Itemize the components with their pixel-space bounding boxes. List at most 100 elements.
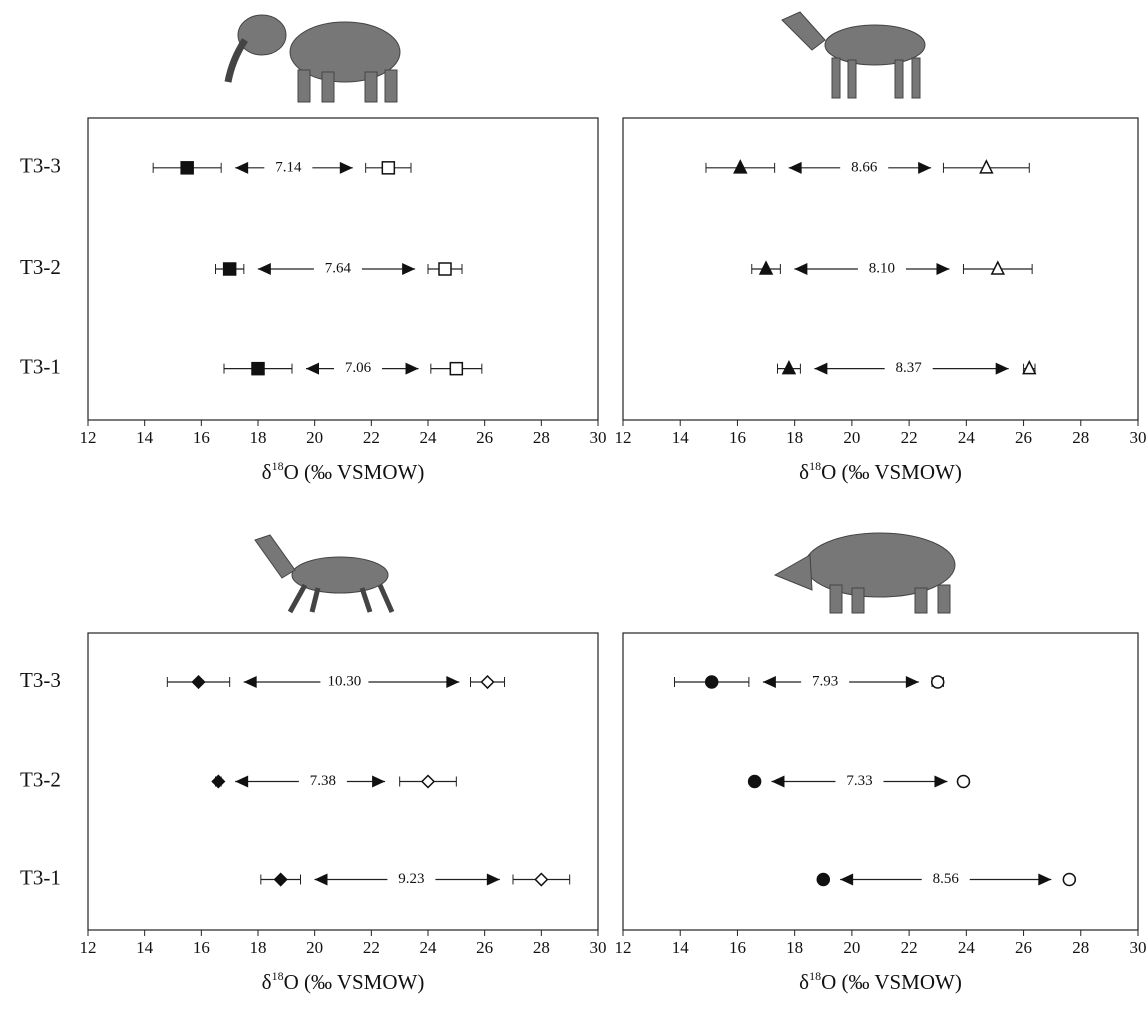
difference-label-bg [835,771,884,792]
marker [747,774,762,789]
plot-frame [622,117,1139,421]
difference-label-bg [387,869,436,890]
x-tick-label: 24 [420,938,438,957]
x-axis-label-suffix: O (‰ VSMOW) [821,460,962,484]
marker [381,161,396,175]
equid-illustration [781,11,926,99]
arrow-head [995,362,1009,375]
arrow-head [339,161,353,174]
marker [449,361,464,376]
cervid-illustration [254,534,395,614]
x-tick-label: 12 [615,938,632,957]
x-tick-label: 22 [363,938,380,957]
marker [704,675,719,689]
x-axis-label-prefix: δ [799,970,809,994]
marker [816,872,831,887]
arrow-head [306,362,319,375]
arrow-head [840,873,854,886]
difference-label: 9.23 [398,871,424,887]
difference-label: 7.64 [325,260,352,276]
marker [930,675,945,689]
x-tick-label: 16 [729,428,746,447]
x-axis-label: δ18O (‰ VSMOW) [262,969,425,994]
x-tick-label: 14 [672,938,690,957]
plot-frame [622,632,1139,931]
x-axis-label-prefix: δ [262,970,272,994]
proboscidean-illustration [224,14,401,103]
x-tick-label: 30 [590,938,607,957]
difference-label-bg [313,259,362,279]
arrow-head [235,775,249,788]
arrow-head [934,775,948,788]
x-tick-label: 30 [1130,938,1147,957]
difference-label: 7.06 [345,360,372,376]
x-tick-label: 12 [80,428,97,447]
x-tick-label: 20 [306,428,323,447]
x-tick-label: 22 [901,428,918,447]
x-axis-label-prefix: δ [799,460,809,484]
arrow-head [372,775,386,788]
x-tick-label: 14 [136,938,154,957]
x-axis-label-sup: 18 [809,969,821,983]
x-tick-label: 18 [786,428,803,447]
arrow-head [314,873,328,886]
difference-label: 8.10 [869,260,895,276]
arrow-head [257,263,271,275]
arrow-head [486,873,500,886]
x-axis-label: δ18O (‰ VSMOW) [262,459,425,484]
x-tick-label: 14 [136,428,154,447]
difference-label: 8.66 [851,159,878,175]
x-tick-label: 26 [1015,428,1032,447]
x-tick-label: 18 [786,938,803,957]
marker [979,159,994,174]
y-tick-label: T3-1 [20,354,61,378]
difference-label: 7.38 [310,773,336,789]
arrow-head [788,161,802,174]
x-tick-label: 14 [672,428,690,447]
animal-illustrations [224,11,956,614]
pecari-illustration [773,532,956,614]
marker [758,260,774,275]
marker [222,262,237,276]
arrow-head [243,676,257,689]
x-axis-label-prefix: δ [262,460,272,484]
marker [180,161,194,175]
marker [534,872,549,887]
x-tick-label: 28 [1072,938,1089,957]
x-axis-label: δ18O (‰ VSMOW) [799,969,962,994]
marker [781,359,797,375]
difference-label: 10.30 [328,673,362,689]
x-tick-label: 28 [533,938,550,957]
arrow-head [235,161,249,174]
difference-label-bg [264,157,313,178]
arrow-head [936,263,950,275]
difference-label-bg [921,869,970,890]
marker [273,872,288,887]
marker [438,262,452,276]
arrow-head [794,263,808,275]
x-tick-label: 22 [901,938,918,957]
x-axis-label-suffix: O (‰ VSMOW) [284,970,425,994]
x-axis-label-suffix: O (‰ VSMOW) [284,460,425,484]
arrow-head [918,161,932,174]
y-tick-label: T3-1 [20,865,61,889]
x-tick-label: 26 [476,428,493,447]
difference-label-bg [857,259,906,279]
x-tick-label: 30 [1130,428,1147,447]
x-tick-label: 30 [590,428,607,447]
marker [251,361,265,376]
difference-label-bg [334,358,383,379]
marker [956,774,971,789]
x-tick-label: 24 [420,428,438,447]
x-tick-label: 26 [476,938,493,957]
x-tick-label: 24 [958,428,976,447]
x-tick-label: 28 [1072,428,1089,447]
y-tick-label: T3-3 [20,668,61,692]
difference-label: 8.56 [933,871,960,887]
x-tick-label: 26 [1015,938,1032,957]
